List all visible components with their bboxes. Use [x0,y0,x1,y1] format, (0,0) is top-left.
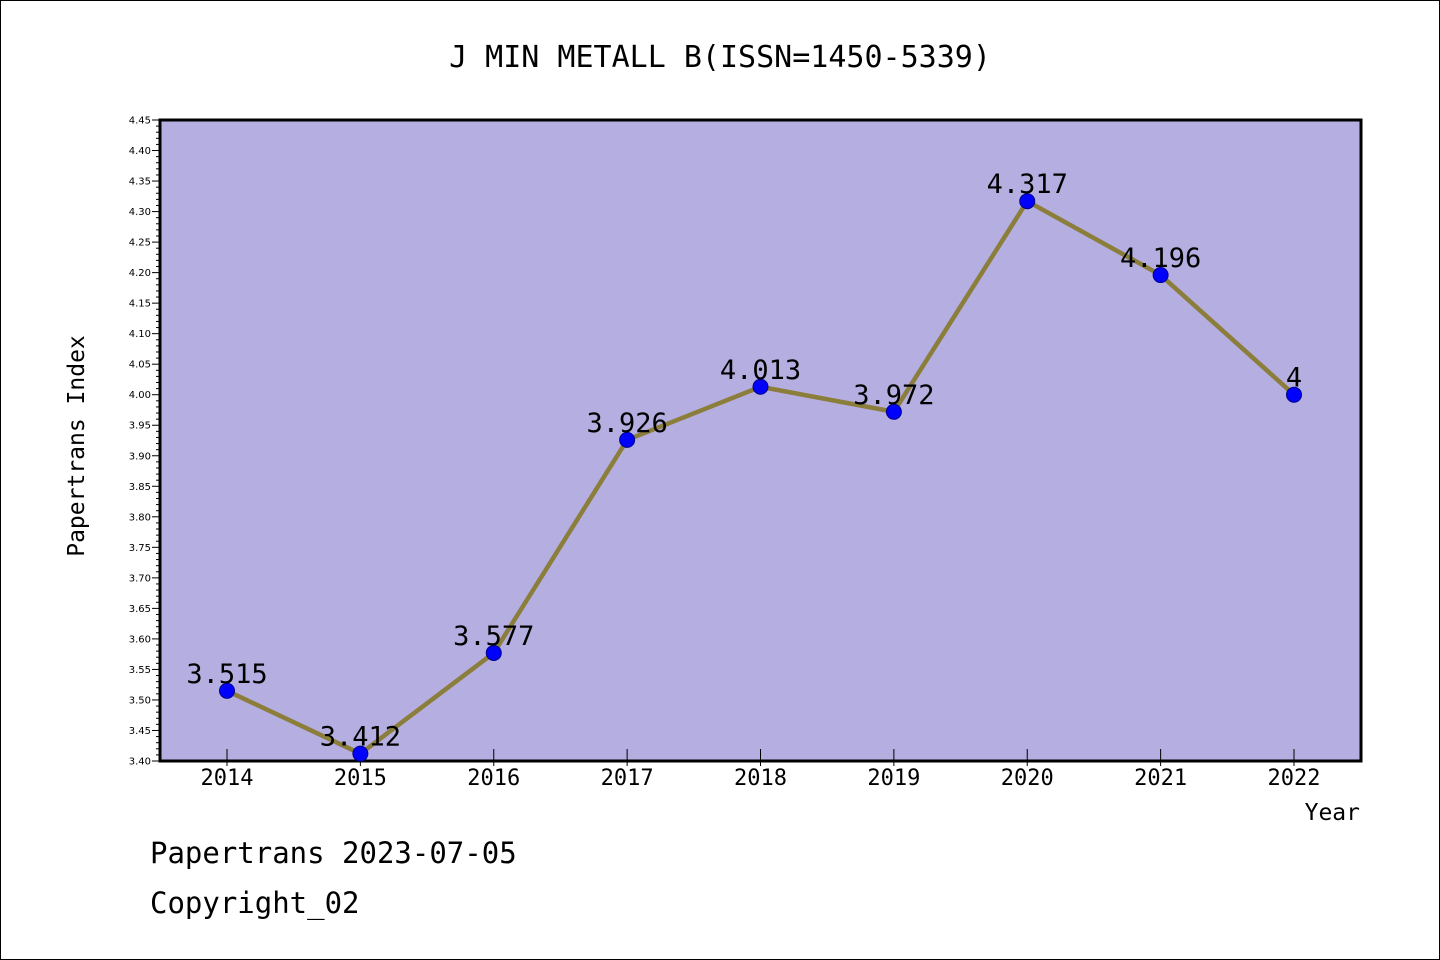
x-tick-label: 2019 [867,766,920,791]
data-point [619,431,636,448]
data-point [1152,267,1169,284]
y-tick-label: 3.80 [129,512,151,523]
y-axis: 3.40 3.45 3.50 3.55 3.60 3.65 3.70 3.75 3.80 3.85… [129,116,160,768]
y-tick-label: 4.20 [129,268,151,279]
footer-date: Papertrans 2023-07-05 [150,836,517,870]
data-point [485,644,502,661]
data-label: 4.196 [1120,243,1201,274]
plot-area [158,118,1363,763]
chart-title: J MIN METALL B(ISSN=1450-5339) [449,40,991,75]
y-tick-label: 3.50 [129,695,151,706]
x-tick-label: 2021 [1134,766,1187,791]
y-tick-label: 4.15 [129,299,151,310]
x-tick-label: 2016 [467,766,520,791]
y-tick-label: 3.70 [129,573,151,584]
x-tick-label: 2022 [1268,766,1321,791]
y-tick-label: 3.75 [129,543,151,554]
y-tick-label: 3.45 [129,726,151,737]
x-tick-label: 2018 [734,766,787,791]
footer-copyright: Copyright_02 [150,886,360,920]
data-point [885,403,902,420]
x-tick-label: 2017 [601,766,654,791]
x-tick-label: 2020 [1001,766,1054,791]
y-tick-label: 4.25 [129,238,151,249]
y-tick-label: 3.90 [129,451,151,462]
y-tick-label: 4.35 [129,177,151,188]
data-label: 3.515 [186,659,267,690]
data-label: 3.577 [453,621,534,652]
data-point [219,682,235,699]
data-labels-group: 3.515 3.412 3.577 3.926 4.013 3.972 4.317 4.196… [186,169,1302,752]
y-tick-label: 4.10 [129,329,151,340]
y-tick-label: 3.40 [129,757,151,768]
y-tick-label: 3.85 [129,482,151,493]
data-label: 3.926 [586,408,667,439]
x-tick-label: 2014 [201,766,254,791]
x-axis-label: Year [1305,800,1360,826]
data-point [352,745,369,762]
y-tick-label: 4.00 [129,390,151,401]
y-tick-label: 3.95 [129,421,151,432]
y-tick-label: 4.45 [129,116,151,127]
markers-group [219,193,1302,762]
x-axis: 2014 2015 2016 2017 2018 2019 2020 2021 2022 [201,749,1321,791]
data-point [752,378,769,395]
y-tick-label: 3.55 [129,665,151,676]
y-tick-label: 4.30 [129,207,151,218]
data-label: 4.013 [720,355,801,386]
data-label: 3.972 [853,380,934,411]
data-point [1019,193,1036,210]
data-point [1286,386,1302,403]
y-tick-label: 3.65 [129,604,151,615]
data-label: 3.412 [320,722,401,753]
data-label: 4 [1286,363,1302,394]
data-label: 4.317 [987,169,1068,200]
y-tick-label: 4.05 [129,360,151,371]
y-tick-label: 3.60 [129,634,151,645]
y-axis-label: Papertrans Index [64,335,90,557]
x-tick-label: 2015 [334,766,387,791]
y-tick-label: 4.40 [129,146,151,157]
